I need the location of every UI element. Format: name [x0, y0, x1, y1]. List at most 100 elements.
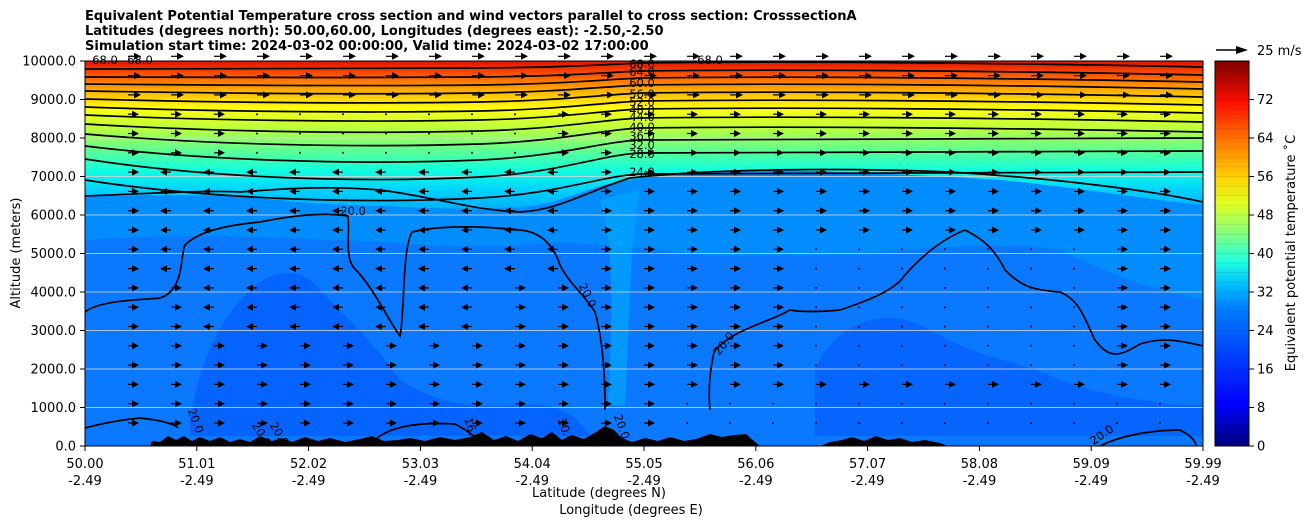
wind-vector-dot: [1159, 422, 1161, 424]
wind-vector-arrow-icon: [332, 303, 339, 311]
wind-vector-dot: [858, 248, 860, 251]
colorbar-tick-label: 72: [1257, 93, 1274, 108]
wind-vector-dot: [901, 402, 903, 405]
wind-vector-dot: [944, 422, 946, 424]
wind-vector-arrow-icon: [289, 245, 296, 253]
wind-vector-arrow-icon: [1080, 91, 1087, 99]
wind-vector-arrow-icon: [175, 380, 182, 388]
colorbar: 0 8 16 24 32 40 48 56 64 72 Equivalent potential …: [1214, 60, 1299, 455]
wind-vector-arrow-icon: [605, 265, 612, 273]
wind-vector-arrow-icon: [504, 245, 511, 253]
wind-vector-arrow-icon: [390, 342, 397, 350]
wind-vector-arrow-icon: [132, 361, 139, 369]
wind-vector-arrow-icon: [175, 130, 182, 137]
colorbar-tick-label: 8: [1257, 401, 1265, 416]
wind-vector-arrow-icon: [648, 245, 655, 253]
wind-vector-arrow-icon: [949, 187, 956, 195]
wind-vector-arrow-icon: [547, 245, 554, 253]
wind-vector-dot: [471, 151, 473, 154]
wind-vector-arrow-icon: [865, 91, 872, 99]
wind-vector-arrow-icon: [390, 361, 397, 369]
wind-vector-arrow-icon: [648, 265, 655, 273]
wind-vector-arrow-icon: [177, 72, 184, 80]
wind-vector-arrow-icon: [160, 168, 167, 176]
wind-vector-arrow-icon: [562, 323, 569, 330]
wind-vector-arrow-icon: [605, 168, 612, 176]
isentrope-line: [84, 69, 1204, 79]
wind-vector-dot: [471, 132, 473, 135]
x-tick-label-longitude: -2.49: [404, 474, 438, 489]
wind-vector-arrow-icon: [332, 187, 339, 195]
wind-vector-arrow-icon: [390, 419, 397, 427]
wind-vector-arrow-icon: [203, 168, 210, 176]
wind-vector-arrow-icon: [132, 130, 139, 137]
wind-vector-dot: [1073, 248, 1075, 251]
wind-vector-arrow-icon: [435, 72, 442, 80]
wind-vector-arrow-icon: [1164, 380, 1171, 388]
wind-vector-arrow-icon: [605, 187, 612, 195]
wind-vector-arrow-icon: [175, 361, 182, 369]
wind-vector-arrow-icon: [691, 265, 698, 273]
wind-vector-arrow-icon: [261, 400, 268, 408]
wind-vector-arrow-icon: [289, 323, 296, 330]
wind-vector-dot: [1116, 402, 1118, 405]
wind-vector-dot: [901, 325, 903, 328]
wind-vector-arrow-icon: [820, 110, 827, 118]
wind-vector-dot: [1073, 286, 1075, 289]
wind-vector-dot: [1030, 248, 1032, 251]
wind-vector-arrow-icon: [1164, 342, 1171, 350]
wind-vector-arrow-icon: [691, 110, 698, 118]
wind-vector-dot: [686, 422, 688, 424]
wind-vector-arrow-icon: [461, 168, 468, 176]
wind-vector-arrow-icon: [734, 342, 741, 350]
wind-vector-arrow-icon: [521, 72, 528, 80]
wind-vector-arrow-icon: [1035, 187, 1042, 195]
wind-vector-arrow-icon: [392, 91, 399, 99]
wind-vector-arrow-icon: [1121, 245, 1128, 253]
wind-vector-arrow-icon: [203, 265, 210, 273]
terrain: [150, 426, 760, 446]
y-axis-label: Altitude (meters): [9, 198, 24, 309]
wind-vector-arrow-icon: [304, 380, 311, 388]
wind-vector-arrow-icon: [519, 361, 526, 369]
x-tick-label-latitude: 51.01: [178, 457, 215, 472]
wind-vector-arrow-icon: [175, 419, 182, 427]
wind-vector-dot: [471, 113, 473, 116]
wind-vector-arrow-icon: [304, 419, 311, 427]
wind-vector-arrow-icon: [246, 168, 253, 176]
wind-vector-arrow-icon: [218, 361, 225, 369]
wind-vector-arrow-icon: [132, 265, 139, 273]
wind-vector-arrow-icon: [734, 130, 741, 137]
wind-vector-arrow-icon: [132, 149, 139, 157]
wind-vector-dot: [385, 113, 387, 116]
wind-vector-dot: [1073, 306, 1075, 309]
wind-vector-arrow-icon: [607, 52, 614, 60]
isentrope-line: [84, 116, 1204, 134]
y-tick-label: 3000.0: [31, 324, 77, 339]
wind-vector-dot: [428, 151, 430, 154]
wind-vector-arrow-icon: [820, 226, 827, 234]
wind-vector-arrow-icon: [132, 419, 139, 427]
wind-vector-arrow-icon: [418, 303, 425, 311]
wind-vector-arrow-icon: [777, 207, 784, 215]
x-tick-label-latitude: 57.07: [849, 457, 886, 472]
wind-vector-dot: [514, 113, 516, 116]
wind-vector-arrow-icon: [1078, 187, 1085, 195]
wind-vector-arrow-icon: [1035, 226, 1042, 234]
wind-vector-arrow-icon: [349, 72, 356, 80]
wind-vector-arrow-icon: [691, 226, 698, 234]
wind-vector-arrow-icon: [1080, 52, 1087, 60]
wind-vector-arrow-icon: [289, 207, 296, 215]
wind-vector-arrow-icon: [134, 91, 141, 99]
wind-vector-arrow-icon: [605, 361, 612, 369]
wind-vector-arrow-icon: [218, 400, 225, 408]
wind-vector-arrow-icon: [306, 91, 313, 99]
wind-vector-dot: [858, 364, 860, 367]
wind-vector-arrow-icon: [1121, 342, 1128, 350]
wind-vector-arrow-icon: [607, 72, 614, 80]
wind-vector-arrow-icon: [906, 207, 913, 215]
isentrope-line: [84, 99, 1204, 113]
wind-vector-arrow-icon: [461, 226, 468, 234]
wind-vector-dot: [256, 113, 258, 116]
colorbar-tick-label: 56: [1257, 170, 1274, 185]
